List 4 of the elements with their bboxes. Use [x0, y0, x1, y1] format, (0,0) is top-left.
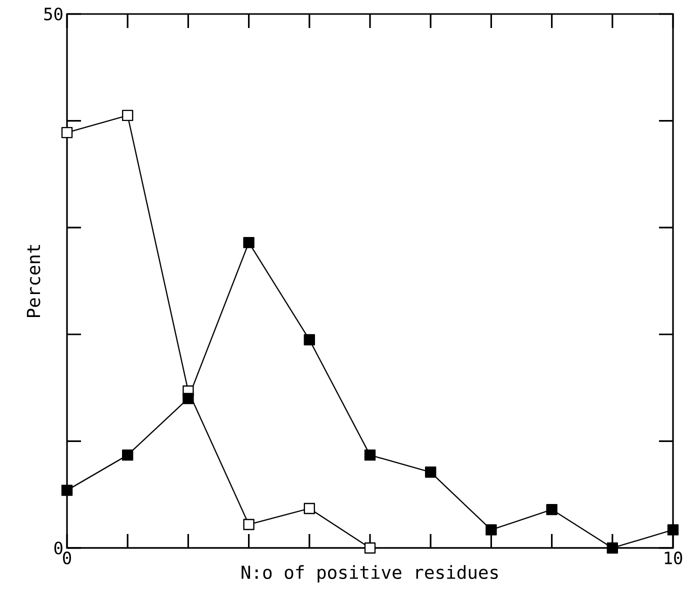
x-axis-title: N:o of positive residues	[242, 565, 498, 583]
x-tick-label: 10	[664, 551, 682, 564]
y-tick-label: 50	[44, 8, 62, 20]
y-axis-title: Percent	[26, 244, 40, 318]
